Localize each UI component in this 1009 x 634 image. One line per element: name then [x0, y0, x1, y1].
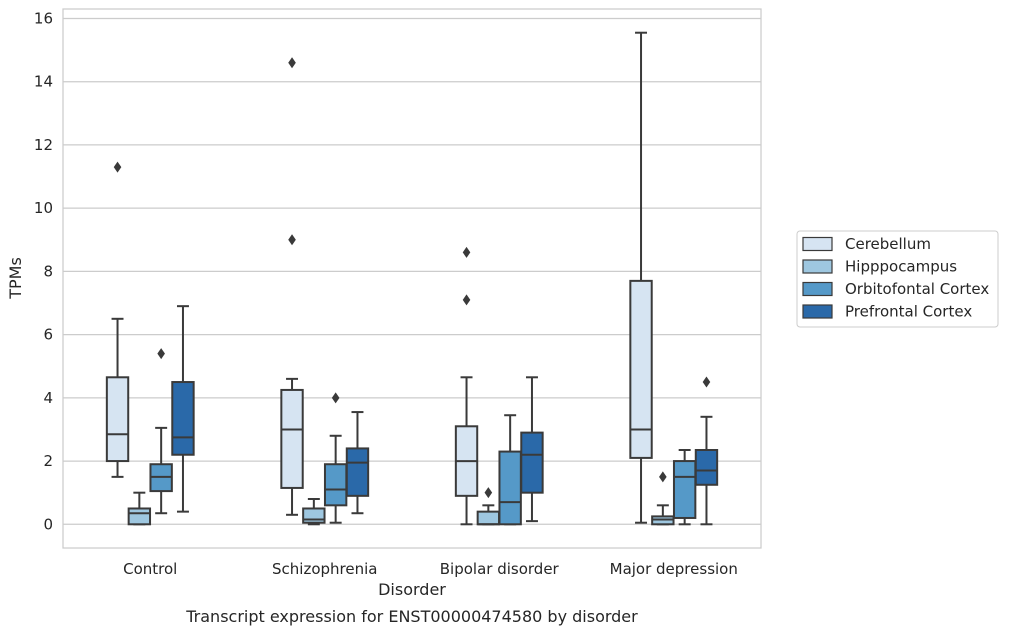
box-iqr	[694, 449, 719, 486]
x-tick-label: Schizophrenia	[272, 560, 377, 578]
legend-swatch	[802, 281, 833, 297]
legend-label: Prefrontal Cortex	[845, 303, 972, 321]
box-2-0	[149, 348, 173, 515]
outlier-point	[331, 392, 340, 404]
box-0-1	[280, 57, 304, 516]
box-1-1	[302, 498, 326, 526]
box-2-1	[323, 392, 348, 524]
box-iqr	[629, 279, 653, 459]
y-tick-label: 10	[34, 199, 53, 217]
plot-frame	[62, 8, 762, 549]
legend-swatch	[802, 304, 833, 319]
box-3-2	[520, 376, 544, 523]
box-3-3	[694, 376, 719, 526]
x-tick-label: Bipolar disorder	[440, 560, 560, 578]
box-iqr	[171, 381, 195, 456]
x-tick-label: Major depression	[610, 560, 738, 578]
gridlines	[63, 17, 761, 525]
outlier-point	[462, 246, 471, 258]
y-tick-label: 14	[34, 73, 53, 91]
y-tick-label: 2	[43, 452, 53, 470]
box-1-3	[651, 471, 675, 526]
legend: Cerebellum Hipppocampus Orbitofontal Corte…	[796, 230, 999, 328]
box-iqr	[105, 376, 130, 463]
legend-label: Hipppocampus	[845, 258, 957, 276]
y-tick-label: 16	[34, 9, 53, 27]
box-iqr	[672, 460, 697, 519]
outlier-point	[157, 348, 165, 360]
box-0-0	[105, 161, 130, 478]
legend-label: Orbitofontal Cortex	[845, 280, 989, 298]
x-tick-label: Control	[123, 560, 177, 578]
y-tick-label: 6	[43, 326, 53, 344]
outlier-point	[288, 57, 296, 69]
y-axis-title: TPMs	[6, 257, 25, 300]
outlier-point	[288, 234, 296, 246]
box-2-3	[672, 449, 697, 526]
outlier-point	[702, 376, 711, 388]
y-tick-label: 12	[34, 136, 53, 154]
box-2-2	[498, 414, 522, 526]
outlier-point	[113, 161, 122, 173]
box-3-0	[171, 305, 195, 513]
box-iqr	[323, 463, 348, 507]
x-axis-title: Disorder	[378, 580, 446, 599]
y-tick-label: 4	[43, 389, 53, 407]
box-0-2	[454, 246, 479, 526]
legend-swatch	[802, 236, 833, 252]
y-tick-labels: 0 2 4 6 8 10 12 14 16	[34, 9, 53, 533]
box-1-2	[476, 487, 501, 526]
outlier-point	[659, 471, 667, 483]
box-3-1	[345, 411, 370, 515]
box-iqr	[520, 431, 544, 494]
box-iqr	[476, 510, 501, 526]
chart-caption: Transcript expression for ENST0000047458…	[185, 607, 638, 626]
box-groups	[105, 31, 719, 526]
box-iqr	[498, 450, 522, 526]
x-tick-labels: Control Schizophrenia Bipolar disorder Majo…	[123, 560, 738, 578]
outlier-point	[462, 294, 471, 306]
box-1-0	[127, 491, 152, 526]
box-iqr	[280, 388, 304, 489]
box-iqr	[302, 507, 326, 524]
legend-frame	[796, 230, 999, 328]
box-0-3	[629, 31, 653, 524]
box-iqr	[127, 507, 152, 526]
y-tick-label: 0	[43, 515, 53, 533]
legend-label: Cerebellum	[845, 235, 931, 253]
box-iqr	[345, 447, 370, 497]
y-tick-label: 8	[43, 262, 53, 280]
outlier-point	[484, 487, 493, 499]
legend-swatch	[802, 259, 833, 274]
